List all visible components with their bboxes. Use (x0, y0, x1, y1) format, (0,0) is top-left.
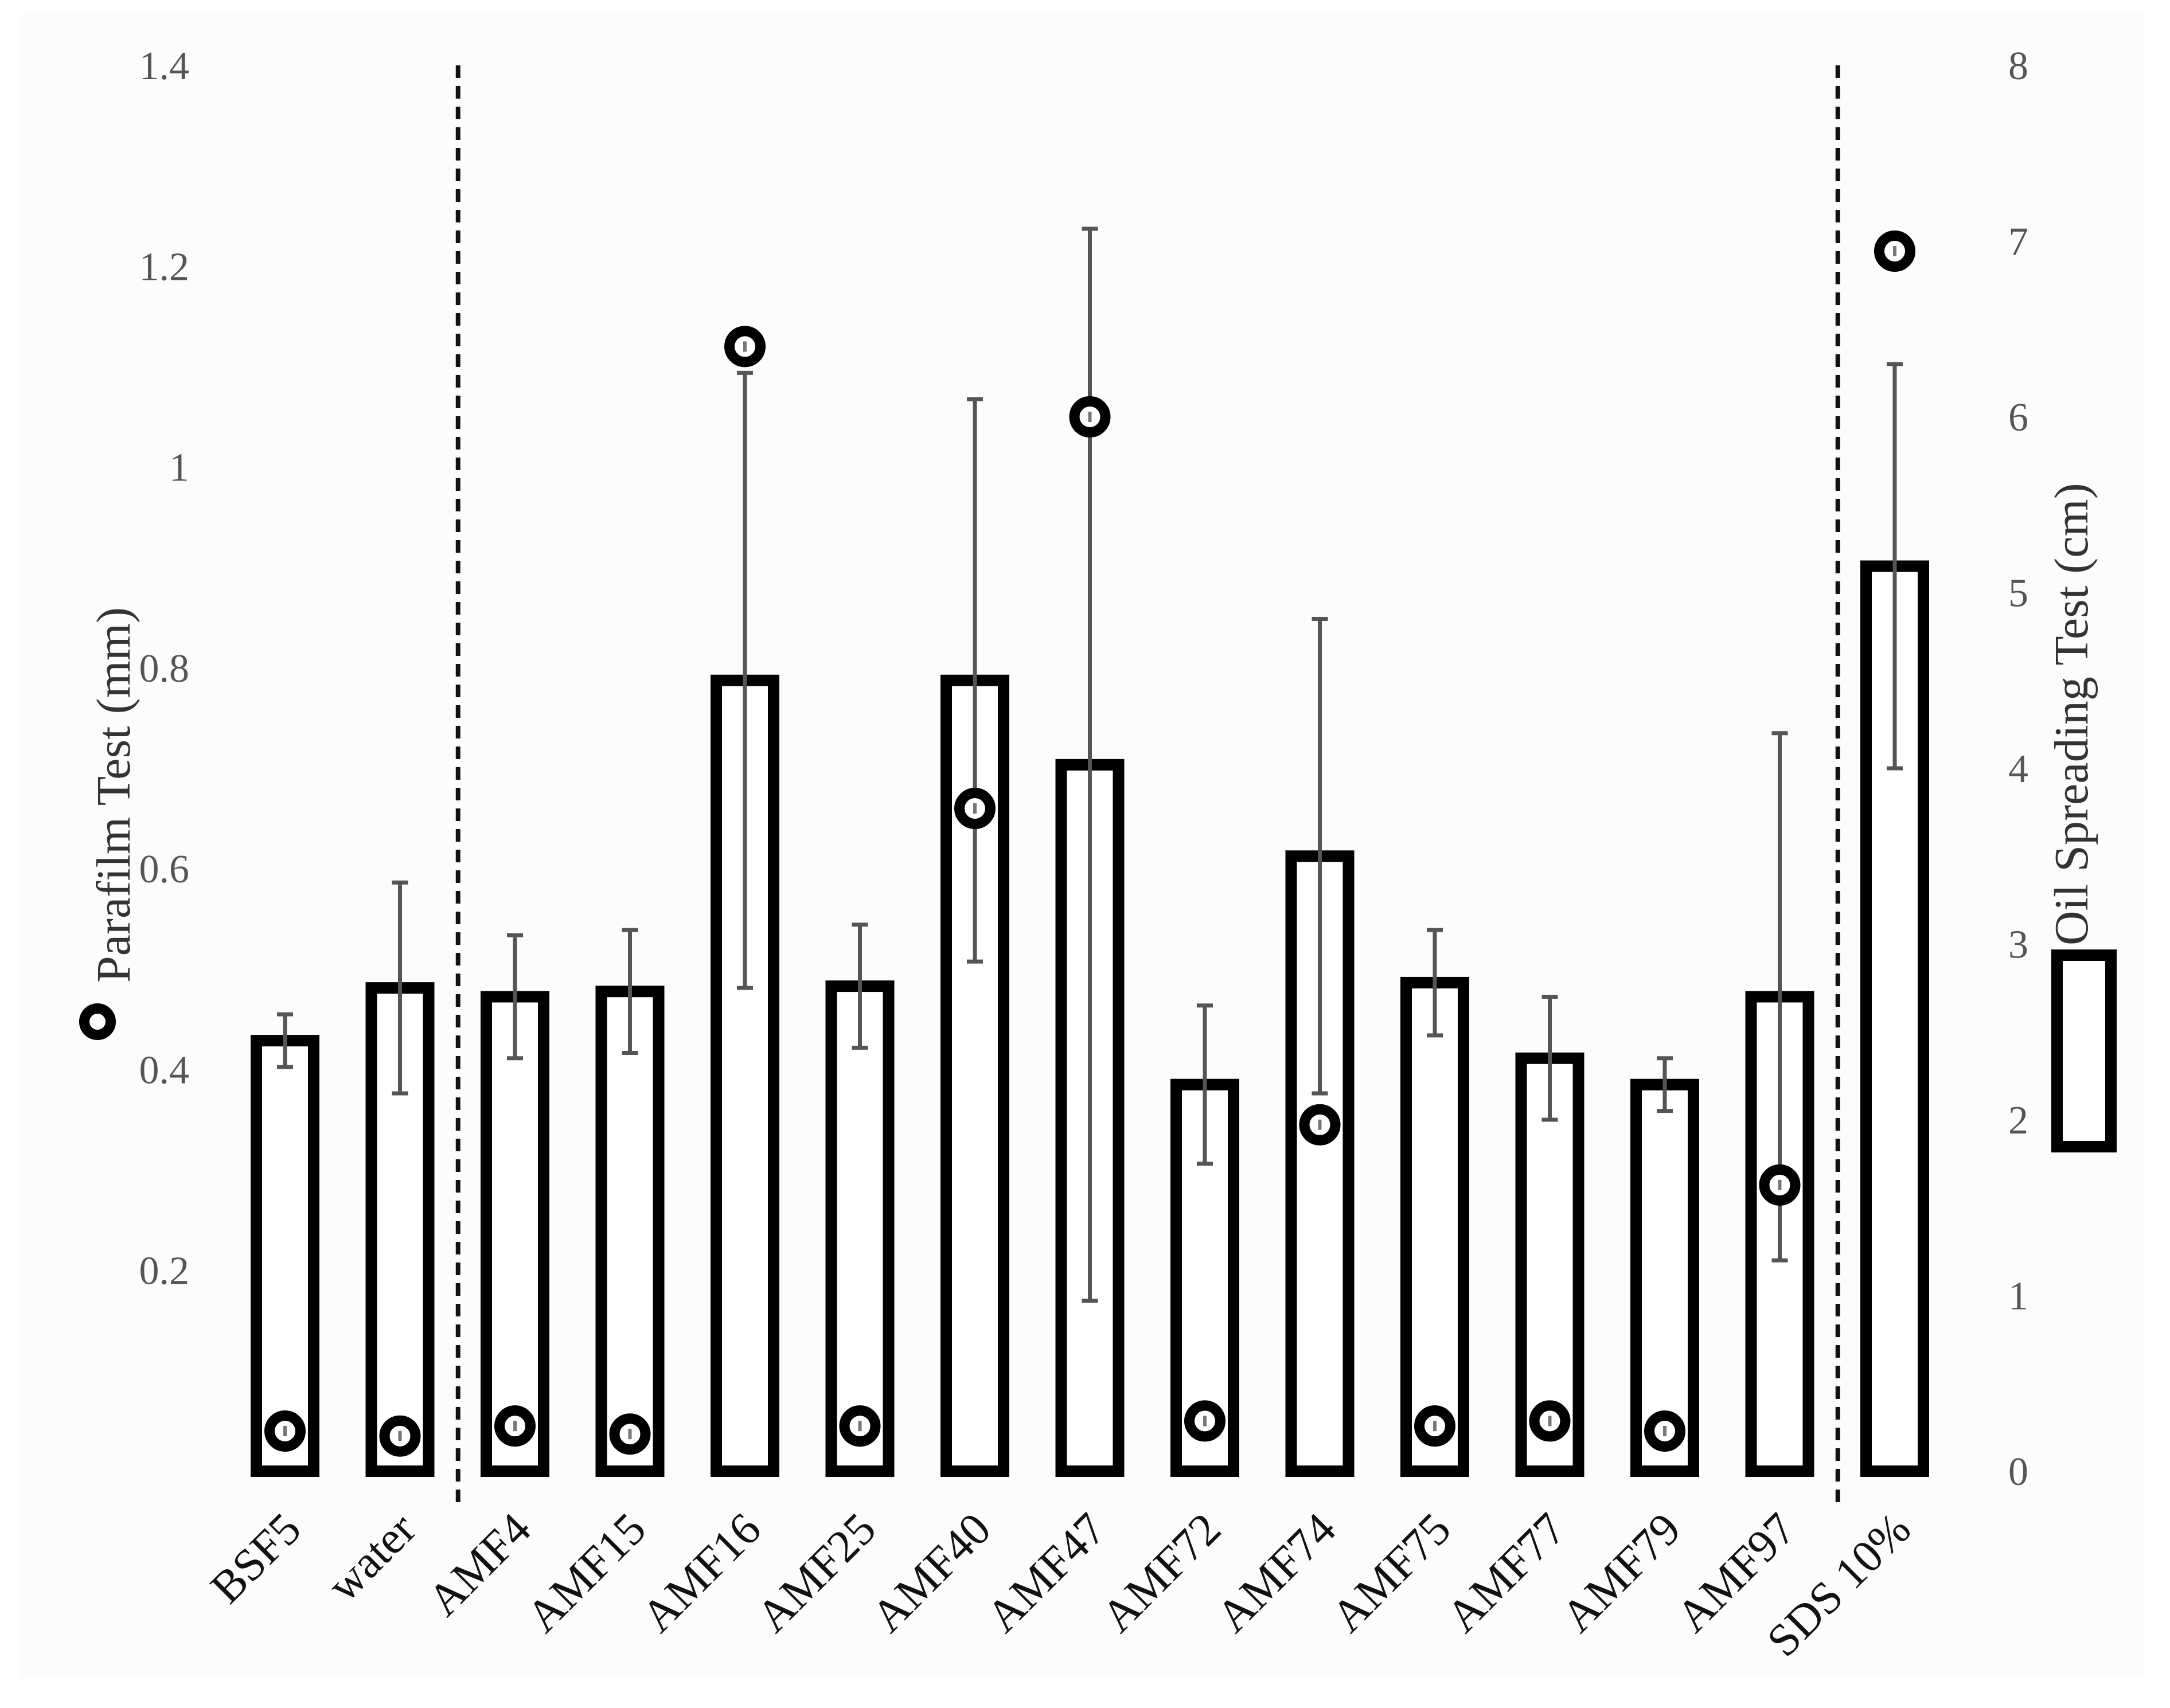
error-bar (1312, 616, 1328, 1096)
right-axis-tick-label: 1 (2008, 1275, 2028, 1319)
parafilm-point (839, 1405, 881, 1447)
parafilm-legend-marker-icon (79, 1003, 116, 1040)
x-axis-category-label: AMF40 (862, 1504, 1000, 1642)
parafilm-point (724, 326, 766, 368)
error-bar (277, 1012, 293, 1069)
right-axis-title-group: Oil Spreading Test (cm) (2045, 483, 2117, 1152)
error-bar (1197, 1003, 1213, 1166)
parafilm-point (1184, 1400, 1225, 1442)
chart-svg: 0.2 0.4 0.6 0.8 1 1.2 1.4 0 1 2 3 4 5 6 7 8 BSF5 water A… (79, 44, 2117, 1666)
error-bar (1427, 928, 1443, 1038)
oil-spreading-bar (481, 991, 549, 1477)
x-axis-category-label: AMF16 (632, 1504, 770, 1642)
x-axis-category-label: AMF77 (1437, 1504, 1575, 1642)
error-bar (737, 370, 753, 990)
left-axis-tick-label: 0.6 (139, 847, 190, 892)
x-axis-category-label: AMF79 (1552, 1504, 1690, 1642)
x-axis-category-label: AMF47 (977, 1504, 1115, 1642)
error-bar (1887, 362, 1903, 771)
oil-spreading-bar (1860, 560, 1929, 1477)
oil-spreading-bar (1400, 976, 1469, 1478)
parafilm-point (1529, 1400, 1571, 1442)
oil-spreading-bar (251, 1035, 319, 1477)
parafilm-point (1759, 1164, 1801, 1206)
error-bar (392, 880, 408, 1096)
right-axis-tick-label: 8 (2008, 44, 2028, 88)
parafilm-point (1644, 1410, 1685, 1452)
left-axis-tick-label: 0.8 (139, 647, 190, 691)
left-axis-tick-label: 1.2 (139, 245, 190, 289)
parafilm-point (609, 1413, 651, 1455)
parafilm-point (494, 1405, 536, 1447)
x-axis-category-label: water (318, 1504, 426, 1612)
x-axis-category-label: AMF25 (747, 1504, 885, 1642)
right-axis-tick-label: 2 (2008, 1099, 2028, 1143)
error-bar (852, 923, 868, 1050)
right-axis-tick-label: 5 (2008, 572, 2028, 616)
oil-spreading-bar (595, 986, 665, 1477)
oil-spreading-bar (825, 980, 895, 1478)
x-axis-category-label: AMF15 (517, 1504, 655, 1642)
parafilm-point (1874, 230, 1915, 272)
error-bar (1657, 1056, 1673, 1113)
right-axis-tick-label: 4 (2008, 747, 2028, 791)
parafilm-point (1299, 1104, 1341, 1146)
left-axis-tick-label: 1.4 (139, 44, 190, 88)
right-axis-title: Oil Spreading Test (cm) (2045, 483, 2098, 945)
parafilm-point (379, 1415, 421, 1457)
right-axis-tick-label: 0 (2008, 1450, 2028, 1494)
parafilm-point (1069, 396, 1111, 437)
x-axis-category-label: AMF72 (1092, 1504, 1230, 1642)
left-axis-tick-label: 0.2 (139, 1249, 190, 1293)
left-axis-tick-label: 1 (169, 446, 189, 490)
parafilm-point (1414, 1405, 1455, 1447)
x-axis-category-label: AMF75 (1322, 1504, 1460, 1642)
error-bar (622, 928, 638, 1056)
right-axis-tick-label: 7 (2008, 220, 2028, 264)
left-axis-title-group: Parafilm Test (mm) (79, 607, 140, 1040)
x-axis-category-label: BSF5 (201, 1504, 311, 1613)
left-axis-tick-label: 0.4 (139, 1048, 190, 1092)
parafilm-point (954, 788, 996, 830)
oil-spreading-legend-bar-icon (2051, 949, 2117, 1152)
left-axis-title: Parafilm Test (mm) (87, 607, 140, 983)
error-bar (967, 397, 983, 964)
x-axis-category-label: AMF74 (1207, 1504, 1345, 1642)
parafilm-point (264, 1410, 306, 1452)
error-bar (1541, 994, 1558, 1122)
right-axis-tick-label: 6 (2008, 396, 2028, 440)
error-bar (507, 933, 523, 1061)
chart-area: 0.2 0.4 0.6 0.8 1 1.2 1.4 0 1 2 3 4 5 6 7 8 BSF5 water A… (21, 14, 2145, 1676)
right-axis-tick-label: 3 (2008, 923, 2028, 967)
